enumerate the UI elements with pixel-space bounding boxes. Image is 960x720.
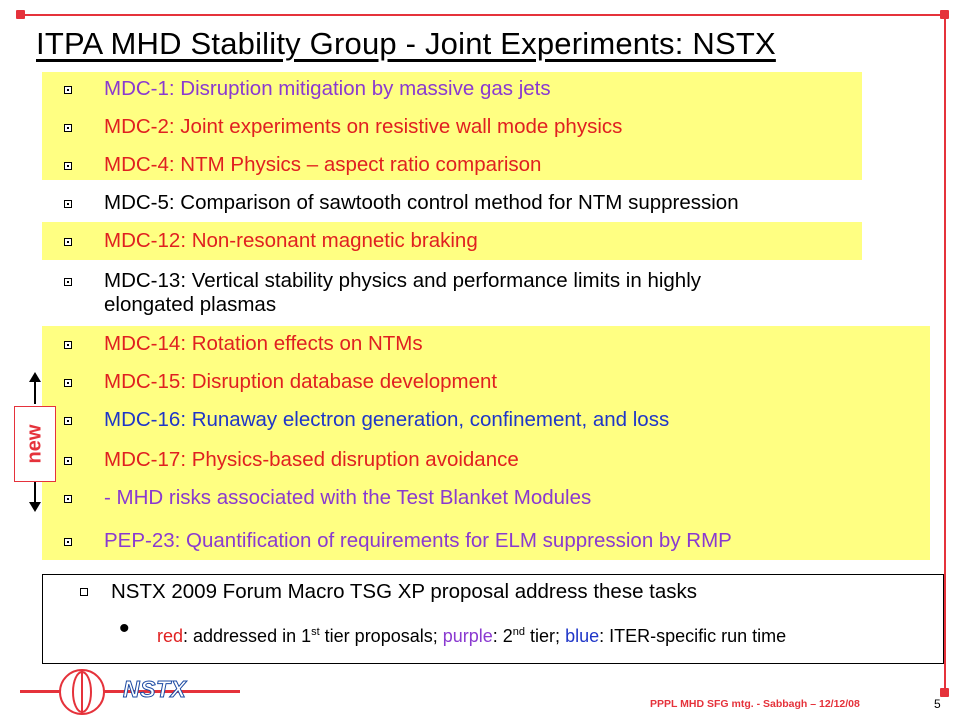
- checkbox-bullet-icon: [64, 124, 72, 132]
- arrow-down-icon: [29, 502, 41, 512]
- footer-line: [20, 690, 240, 693]
- color-legend-note: red: addressed in 1st tier proposals; pu…: [157, 626, 787, 646]
- checkbox-bullet-icon: [64, 238, 72, 246]
- checkbox-bullet-icon: [64, 379, 72, 387]
- frame-top-line: [20, 14, 940, 16]
- bullet-dot-icon: •: [119, 612, 130, 645]
- checkbox-bullet-icon: [64, 86, 72, 94]
- new-range-arrow-up: [34, 380, 36, 404]
- checkbox-bullet-icon: [64, 278, 72, 286]
- highlight-band: [42, 222, 862, 260]
- checkbox-bullet-icon: [64, 341, 72, 349]
- checkbox-bullet-icon: [64, 200, 72, 208]
- red-legend-word: red: [157, 626, 184, 646]
- frame-top-right-dot: [940, 10, 949, 19]
- note-box: [42, 574, 944, 664]
- frame-right-line: [944, 14, 946, 696]
- highlight-band: [42, 326, 930, 560]
- footer-text: PPPL MHD SFG mtg. - Sabbagh – 12/12/08: [650, 698, 860, 710]
- checkbox-bullet-icon: [64, 538, 72, 546]
- nstx-logo-text: NSTX: [122, 676, 187, 703]
- checkbox-bullet-icon: [64, 417, 72, 425]
- checkbox-bullet-icon: [64, 457, 72, 465]
- nstx-logo-icon: [59, 669, 105, 715]
- frame-bottom-right-dot: [940, 688, 949, 697]
- checkbox-bullet-icon: [64, 495, 72, 503]
- arrow-up-icon: [29, 372, 41, 382]
- page-number: 5: [934, 697, 941, 711]
- blue-legend-word: blue: [565, 626, 600, 646]
- new-label: new: [14, 406, 56, 482]
- slide-title: ITPA MHD Stability Group - Joint Experim…: [36, 26, 776, 61]
- purple-legend-word: purple: [442, 626, 493, 646]
- checkbox-bullet-icon: [64, 162, 72, 170]
- new-range-arrow-down: [34, 482, 36, 504]
- frame-top-left-dot: [16, 10, 25, 19]
- checkbox-bullet-icon: [80, 588, 88, 596]
- highlight-band: [42, 72, 862, 180]
